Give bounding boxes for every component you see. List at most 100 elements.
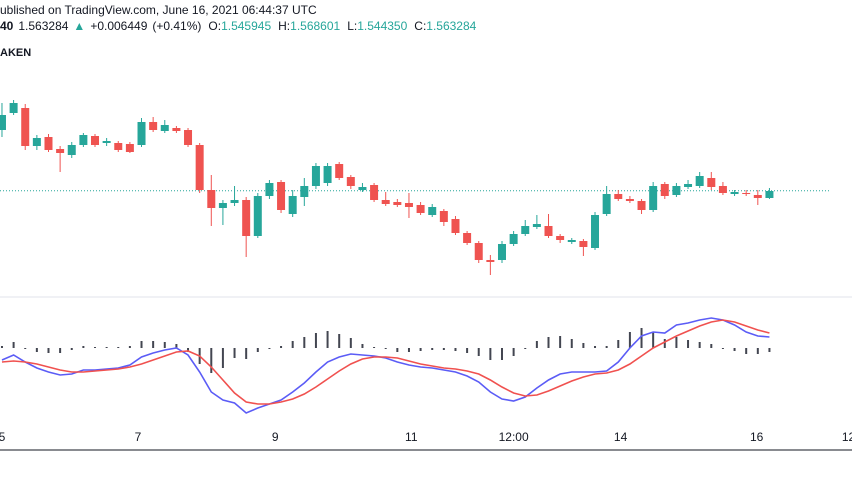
histogram-bar bbox=[268, 348, 271, 349]
ohlc-value: 1.545945 bbox=[221, 19, 272, 33]
candle-body bbox=[451, 219, 460, 233]
candle-body bbox=[277, 182, 286, 210]
published: ublished on TradingView.com, June 16, 20… bbox=[0, 3, 317, 17]
candle-body bbox=[335, 164, 344, 178]
candle-body bbox=[149, 122, 158, 130]
candle-body bbox=[125, 144, 134, 152]
candle-body bbox=[184, 130, 193, 145]
x-tick-label: 9 bbox=[272, 430, 279, 444]
histogram-bar bbox=[419, 348, 422, 351]
histogram-bar bbox=[524, 348, 527, 349]
candle-body bbox=[114, 143, 123, 150]
candle-body bbox=[695, 176, 704, 186]
histogram-bar bbox=[477, 348, 480, 356]
candle-body bbox=[288, 196, 297, 214]
candle-body bbox=[79, 135, 88, 145]
candle-body bbox=[497, 244, 506, 260]
candle-body bbox=[137, 122, 146, 145]
candle-body bbox=[358, 187, 367, 190]
histogram-bar bbox=[303, 337, 306, 348]
histogram-bar bbox=[687, 340, 690, 348]
histogram-bar bbox=[745, 348, 748, 354]
histogram-bar bbox=[47, 348, 50, 353]
candle-body bbox=[567, 240, 576, 242]
histogram-bar bbox=[628, 332, 631, 348]
histogram-bar bbox=[24, 348, 27, 349]
histogram-bar bbox=[663, 339, 666, 348]
histogram-bar bbox=[291, 341, 294, 348]
arrow: ▲ bbox=[73, 19, 86, 33]
histogram-bar bbox=[605, 346, 608, 348]
candle-body bbox=[602, 194, 611, 214]
candle-body bbox=[207, 190, 216, 208]
histogram-bar bbox=[675, 337, 678, 348]
candle-body bbox=[370, 185, 379, 200]
candle-body bbox=[614, 194, 623, 199]
candle-body bbox=[242, 200, 251, 236]
histogram-bar bbox=[652, 332, 655, 348]
x-tick-label: 16 bbox=[750, 430, 764, 444]
candle-body bbox=[32, 138, 41, 146]
histogram-bar bbox=[640, 328, 643, 348]
candle-body bbox=[91, 136, 100, 145]
histogram-bar bbox=[210, 348, 213, 373]
ohlc-value: 1.544350 bbox=[357, 19, 408, 33]
candle-body bbox=[509, 234, 518, 244]
x-tick-label: 12:00 bbox=[499, 430, 529, 444]
histogram-bar bbox=[326, 331, 329, 348]
candle-body bbox=[56, 149, 65, 153]
histogram-bar bbox=[163, 342, 166, 348]
candle-body bbox=[21, 108, 30, 146]
interval: 40 bbox=[0, 19, 14, 33]
candle-body bbox=[474, 243, 483, 260]
histogram-bar bbox=[221, 348, 224, 368]
histogram-bar bbox=[698, 342, 701, 348]
x-tick-label: 5 bbox=[0, 430, 6, 444]
change: +0.006449 bbox=[90, 19, 148, 33]
histogram-bar bbox=[35, 348, 38, 352]
candle-body bbox=[253, 196, 262, 236]
candle-body bbox=[672, 186, 681, 195]
x-tick-label: 7 bbox=[135, 430, 142, 444]
histogram-bar bbox=[361, 344, 364, 348]
candle-body bbox=[765, 191, 774, 198]
candle-body bbox=[67, 145, 76, 155]
candle-body bbox=[300, 186, 309, 197]
exchange-row: AKEN bbox=[0, 47, 31, 59]
candle-body bbox=[416, 205, 425, 213]
histogram-bar bbox=[442, 348, 445, 350]
candle-body bbox=[393, 202, 402, 205]
histogram-bar bbox=[431, 348, 434, 350]
candle-body bbox=[195, 145, 204, 190]
candle-body bbox=[649, 186, 658, 210]
candle-body bbox=[742, 193, 751, 194]
candle-body bbox=[707, 178, 716, 187]
histogram-bar bbox=[454, 348, 457, 351]
histogram-bar bbox=[407, 348, 410, 352]
ohlc-value: 1.568601 bbox=[290, 19, 341, 33]
histogram-bar bbox=[733, 348, 736, 351]
macd-line bbox=[1, 319, 770, 405]
candle-body bbox=[730, 192, 739, 194]
ohlc-key: C: bbox=[414, 19, 427, 33]
histogram-bar bbox=[547, 337, 550, 348]
histogram-bar bbox=[512, 348, 515, 356]
candle-body bbox=[218, 203, 227, 208]
candle-body bbox=[591, 215, 600, 248]
candle-body bbox=[684, 184, 693, 187]
histogram-bar bbox=[396, 348, 399, 352]
price: 1.563284 bbox=[18, 19, 69, 33]
histogram-bar bbox=[175, 344, 178, 348]
candle-body bbox=[311, 166, 320, 186]
candle-body bbox=[381, 200, 390, 204]
candle-body bbox=[102, 141, 111, 143]
candle-body bbox=[428, 207, 437, 215]
histogram-bar bbox=[82, 346, 85, 348]
histogram-bar bbox=[245, 348, 248, 359]
histogram-bar bbox=[570, 339, 573, 348]
histogram-bar bbox=[59, 348, 62, 353]
candle-body bbox=[625, 199, 634, 201]
candle-body bbox=[0, 115, 6, 130]
ohlc-key: H: bbox=[278, 19, 291, 33]
